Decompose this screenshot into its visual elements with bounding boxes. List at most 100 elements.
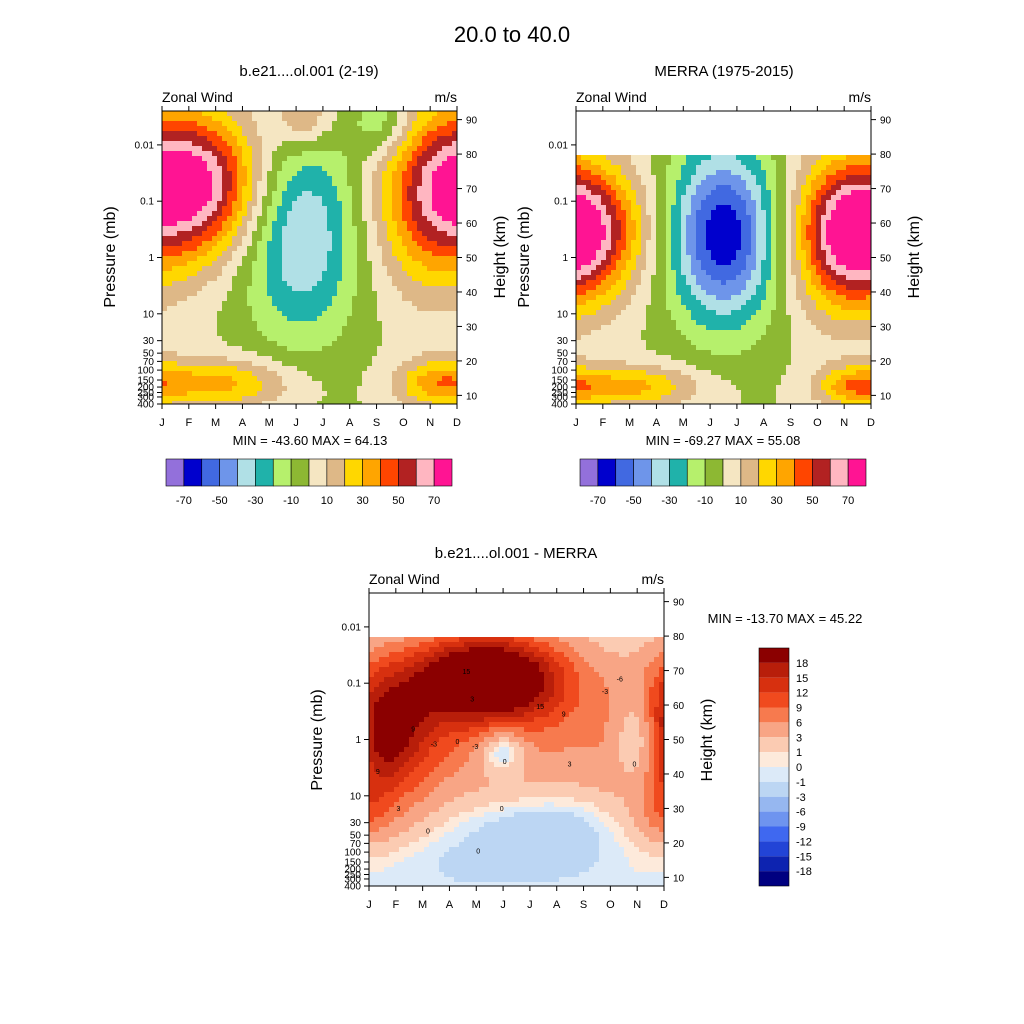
field-cell: [791, 245, 797, 251]
field-cell: [237, 326, 243, 332]
field-cell: [192, 151, 198, 157]
field-cell: [731, 190, 737, 196]
field-cell: [317, 401, 323, 405]
field-cell: [856, 260, 862, 266]
field-cell: [242, 276, 248, 282]
field-cell: [197, 246, 203, 252]
field-cell: [751, 205, 757, 211]
field-cell: [202, 236, 208, 242]
field-cell: [197, 326, 203, 332]
field-cell: [367, 146, 373, 152]
field-cell: [666, 265, 672, 271]
field-cell: [666, 175, 672, 181]
field-cell: [856, 180, 862, 186]
field-cell: [397, 341, 403, 347]
field-cell: [182, 351, 188, 357]
field-cell: [781, 230, 787, 236]
field-cell: [846, 250, 852, 256]
field-cell: [332, 151, 338, 157]
field-cell: [277, 336, 283, 342]
field-cell: [367, 306, 373, 312]
field-cell: [227, 206, 233, 212]
field-cell: [327, 211, 333, 217]
field-cell: [292, 161, 298, 167]
field-cell: [342, 171, 348, 177]
field-cell: [397, 151, 403, 157]
field-cell: [322, 311, 328, 317]
field-cell: [302, 286, 308, 292]
field-cell: [312, 196, 318, 202]
x-tick-label: O: [399, 417, 408, 429]
field-cell: [776, 215, 782, 221]
panel-unit-label: m/s: [848, 89, 871, 105]
field-cell: [237, 301, 243, 307]
field-cell: [292, 166, 298, 172]
field-cell: [222, 276, 228, 282]
field-cell: [337, 186, 343, 192]
field-cell: [237, 401, 243, 405]
field-cell: [317, 336, 323, 342]
field-cell: [392, 156, 398, 162]
field-cell: [806, 265, 812, 271]
field-cell: [826, 195, 832, 201]
field-cell: [327, 316, 333, 322]
field-cell: [177, 396, 183, 402]
field-cell: [392, 246, 398, 252]
field-cell: [357, 361, 363, 367]
field-cell: [437, 401, 443, 405]
field-cell: [162, 316, 168, 322]
field-cell: [731, 170, 737, 176]
field-cell: [362, 381, 368, 387]
field-cell: [382, 276, 388, 282]
field-cell: [172, 236, 178, 242]
field-cell: [696, 220, 702, 226]
field-cell: [222, 291, 228, 297]
field-cell: [332, 286, 338, 292]
field-cell: [806, 155, 812, 161]
field-cell: [711, 260, 717, 266]
field-cell: [322, 136, 328, 142]
field-cell: [666, 170, 672, 176]
field-cell: [202, 276, 208, 282]
field-cell: [322, 306, 328, 312]
field-cell: [866, 215, 872, 221]
field-cell: [162, 306, 168, 312]
field-cell: [307, 391, 313, 397]
field-cell: [197, 236, 203, 242]
field-cell: [442, 351, 448, 357]
field-cell: [292, 391, 298, 397]
field-cell: [312, 141, 318, 147]
field-cell: [846, 175, 852, 181]
field-cell: [202, 331, 208, 337]
field-cell: [347, 271, 353, 277]
field-cell: [207, 116, 213, 122]
field-cell: [287, 211, 293, 217]
field-cell: [576, 185, 582, 191]
field-cell: [422, 346, 428, 352]
field-cell: [207, 141, 213, 147]
field-cell: [716, 190, 722, 196]
field-cell: [801, 190, 807, 196]
y-tick-label: 50: [143, 349, 155, 360]
field-cell: [327, 351, 333, 357]
field-cell: [377, 246, 383, 252]
field-cell: [312, 161, 318, 167]
field-cell: [222, 256, 228, 262]
field-cell: [272, 206, 278, 212]
field-cell: [856, 175, 862, 181]
field-cell: [287, 341, 293, 347]
field-cell: [417, 296, 423, 302]
field-cell: [422, 226, 428, 232]
field-cell: [432, 131, 438, 137]
field-cell: [631, 205, 637, 211]
field-cell: [312, 261, 318, 267]
field-cell: [207, 111, 213, 117]
field-cell: [322, 251, 328, 257]
field-cell: [447, 401, 453, 405]
field-cell: [287, 246, 293, 252]
field-cell: [671, 265, 677, 271]
field-cell: [422, 206, 428, 212]
field-cell: [297, 151, 303, 157]
field-cell: [277, 216, 283, 222]
field-cell: [372, 261, 378, 267]
